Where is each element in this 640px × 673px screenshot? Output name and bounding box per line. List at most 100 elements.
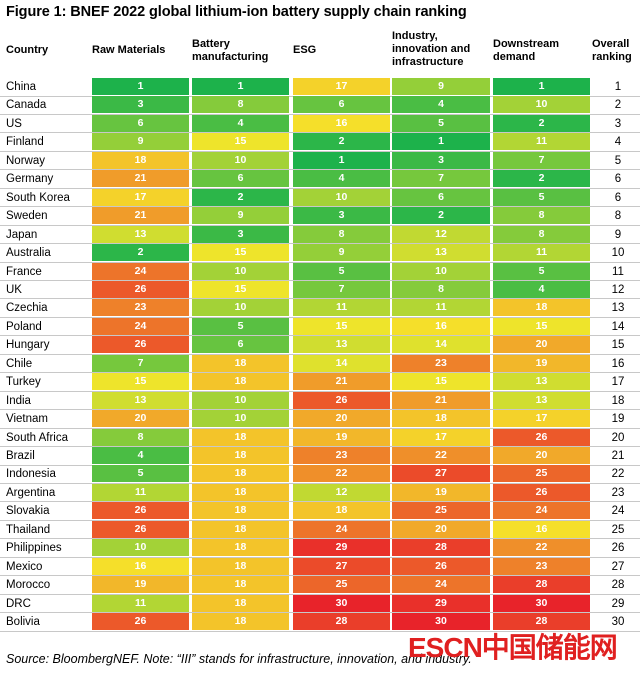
heat-cell-morocco-3: 25	[293, 576, 390, 594]
heat-cell-brazil-5: 20	[493, 447, 590, 464]
heat-cell-india-1: 13	[92, 391, 189, 409]
heat-cell-bolivia-5: 28	[493, 613, 590, 631]
heat-cell-drc-5: 30	[493, 594, 590, 612]
heat-cell-india-3: 26	[293, 391, 390, 409]
heat-cell-mexico-1: 16	[92, 557, 189, 575]
heat-cell-us-4: 5	[392, 114, 490, 132]
heat-cell-czechia-1: 23	[92, 299, 189, 317]
heat-cell-china-2: 1	[192, 78, 289, 95]
country-label-slovakia: Slovakia	[6, 505, 50, 518]
heat-cell-south-africa-3: 19	[293, 428, 390, 446]
heat-cell-norway-1: 18	[92, 151, 189, 169]
row-divider	[0, 427, 640, 429]
heat-cell-vietnam-4: 18	[392, 410, 490, 428]
heat-cell-argentina-1: 11	[92, 483, 189, 501]
heat-cell-sweden-2: 9	[192, 207, 289, 225]
heat-cell-bolivia-4: 30	[392, 613, 490, 631]
heat-cell-brazil-2: 18	[192, 447, 289, 464]
heat-cell-drc-2: 18	[192, 594, 289, 612]
heat-cell-norway-5: 7	[493, 151, 590, 169]
heat-cell-brazil-3: 23	[293, 447, 390, 464]
source-note: Source: BloombergNEF. Note: “III” stands…	[6, 652, 472, 666]
heat-cell-south-africa-1: 8	[92, 428, 189, 446]
country-label-thailand: Thailand	[6, 523, 51, 536]
heat-cell-germany-3: 4	[293, 170, 390, 188]
heat-cell-japan-5: 8	[493, 225, 590, 243]
heat-cell-poland-5: 15	[493, 317, 590, 335]
heat-cell-bolivia-2: 18	[192, 613, 289, 631]
country-label-japan: Japan	[6, 228, 38, 241]
header-raw-materials: Raw Materials	[92, 44, 166, 56]
heat-cell-finland-5: 11	[493, 133, 590, 151]
heat-cell-indonesia-4: 27	[392, 465, 490, 483]
heat-cell-india-4: 21	[392, 391, 490, 409]
heat-cell-slovakia-5: 24	[493, 502, 590, 520]
heat-cell-france-3: 5	[293, 262, 390, 280]
heat-cell-vietnam-1: 20	[92, 410, 189, 428]
overall-rank-mexico: 27	[611, 560, 625, 573]
row-divider	[0, 538, 640, 540]
row-divider	[0, 169, 640, 171]
overall-rank-brazil: 21	[611, 450, 625, 462]
overall-rank-argentina: 23	[611, 486, 625, 499]
header-industry-innovation-infrastructure: Industry, innovation and infrastructure	[392, 30, 471, 68]
heat-cell-mexico-5: 23	[493, 557, 590, 575]
header-overall-ranking: Overall ranking	[592, 38, 632, 63]
heat-cell-chile-2: 18	[192, 354, 289, 372]
row-divider	[0, 482, 640, 484]
country-label-turkey: Turkey	[6, 376, 41, 389]
row-divider	[0, 501, 640, 503]
heat-cell-brazil-4: 22	[392, 447, 490, 464]
country-label-mexico: Mexico	[6, 560, 43, 573]
heat-cell-south-korea-2: 2	[192, 188, 289, 206]
country-label-australia: Australia	[6, 247, 51, 260]
overall-rank-vietnam: 19	[611, 413, 625, 426]
heat-cell-argentina-5: 26	[493, 483, 590, 501]
row-divider	[0, 224, 640, 226]
country-label-hungary: Hungary	[6, 339, 50, 352]
country-label-germany: Germany	[6, 173, 54, 186]
heat-cell-uk-2: 15	[192, 280, 289, 298]
country-label-uk: UK	[6, 283, 22, 296]
heat-cell-philippines-4: 28	[392, 539, 490, 557]
heat-cell-poland-4: 16	[392, 317, 490, 335]
row-divider	[0, 630, 640, 632]
heat-cell-philippines-1: 10	[92, 539, 189, 557]
heat-cell-bolivia-1: 26	[92, 613, 189, 631]
heat-cell-china-4: 9	[392, 78, 490, 95]
heat-cell-morocco-4: 24	[392, 576, 490, 594]
heat-cell-hungary-4: 14	[392, 336, 490, 354]
overall-rank-chile: 16	[611, 357, 625, 370]
country-label-norway: Norway	[6, 154, 45, 167]
heat-cell-poland-3: 15	[293, 317, 390, 335]
heat-cell-argentina-4: 19	[392, 483, 490, 501]
overall-rank-norway: 5	[614, 154, 622, 167]
heat-cell-drc-4: 29	[392, 594, 490, 612]
heat-cell-chile-3: 14	[293, 354, 390, 372]
row-divider	[0, 464, 640, 466]
heat-cell-france-5: 5	[493, 262, 590, 280]
heat-cell-france-1: 24	[92, 262, 189, 280]
row-divider	[0, 556, 640, 558]
overall-rank-finland: 4	[614, 136, 622, 149]
heat-cell-chile-1: 7	[92, 354, 189, 372]
heat-cell-canada-2: 8	[192, 96, 289, 114]
heat-cell-australia-5: 11	[493, 244, 590, 262]
overall-rank-turkey: 17	[611, 376, 625, 389]
country-label-india: India	[6, 394, 31, 407]
heat-cell-south-africa-5: 26	[493, 428, 590, 446]
overall-rank-china: 1	[614, 81, 622, 93]
heat-cell-china-3: 17	[293, 78, 390, 95]
row-divider	[0, 243, 640, 245]
heat-cell-germany-2: 6	[192, 170, 289, 188]
row-divider	[0, 409, 640, 411]
country-label-vietnam: Vietnam	[6, 413, 48, 426]
heat-cell-turkey-4: 15	[392, 373, 490, 391]
heat-cell-south-korea-4: 6	[392, 188, 490, 206]
heat-cell-us-1: 6	[92, 114, 189, 132]
country-label-poland: Poland	[6, 320, 42, 333]
heat-cell-thailand-5: 16	[493, 520, 590, 538]
heat-cell-sweden-4: 2	[392, 207, 490, 225]
heat-cell-hungary-2: 6	[192, 336, 289, 354]
country-label-argentina: Argentina	[6, 486, 56, 499]
